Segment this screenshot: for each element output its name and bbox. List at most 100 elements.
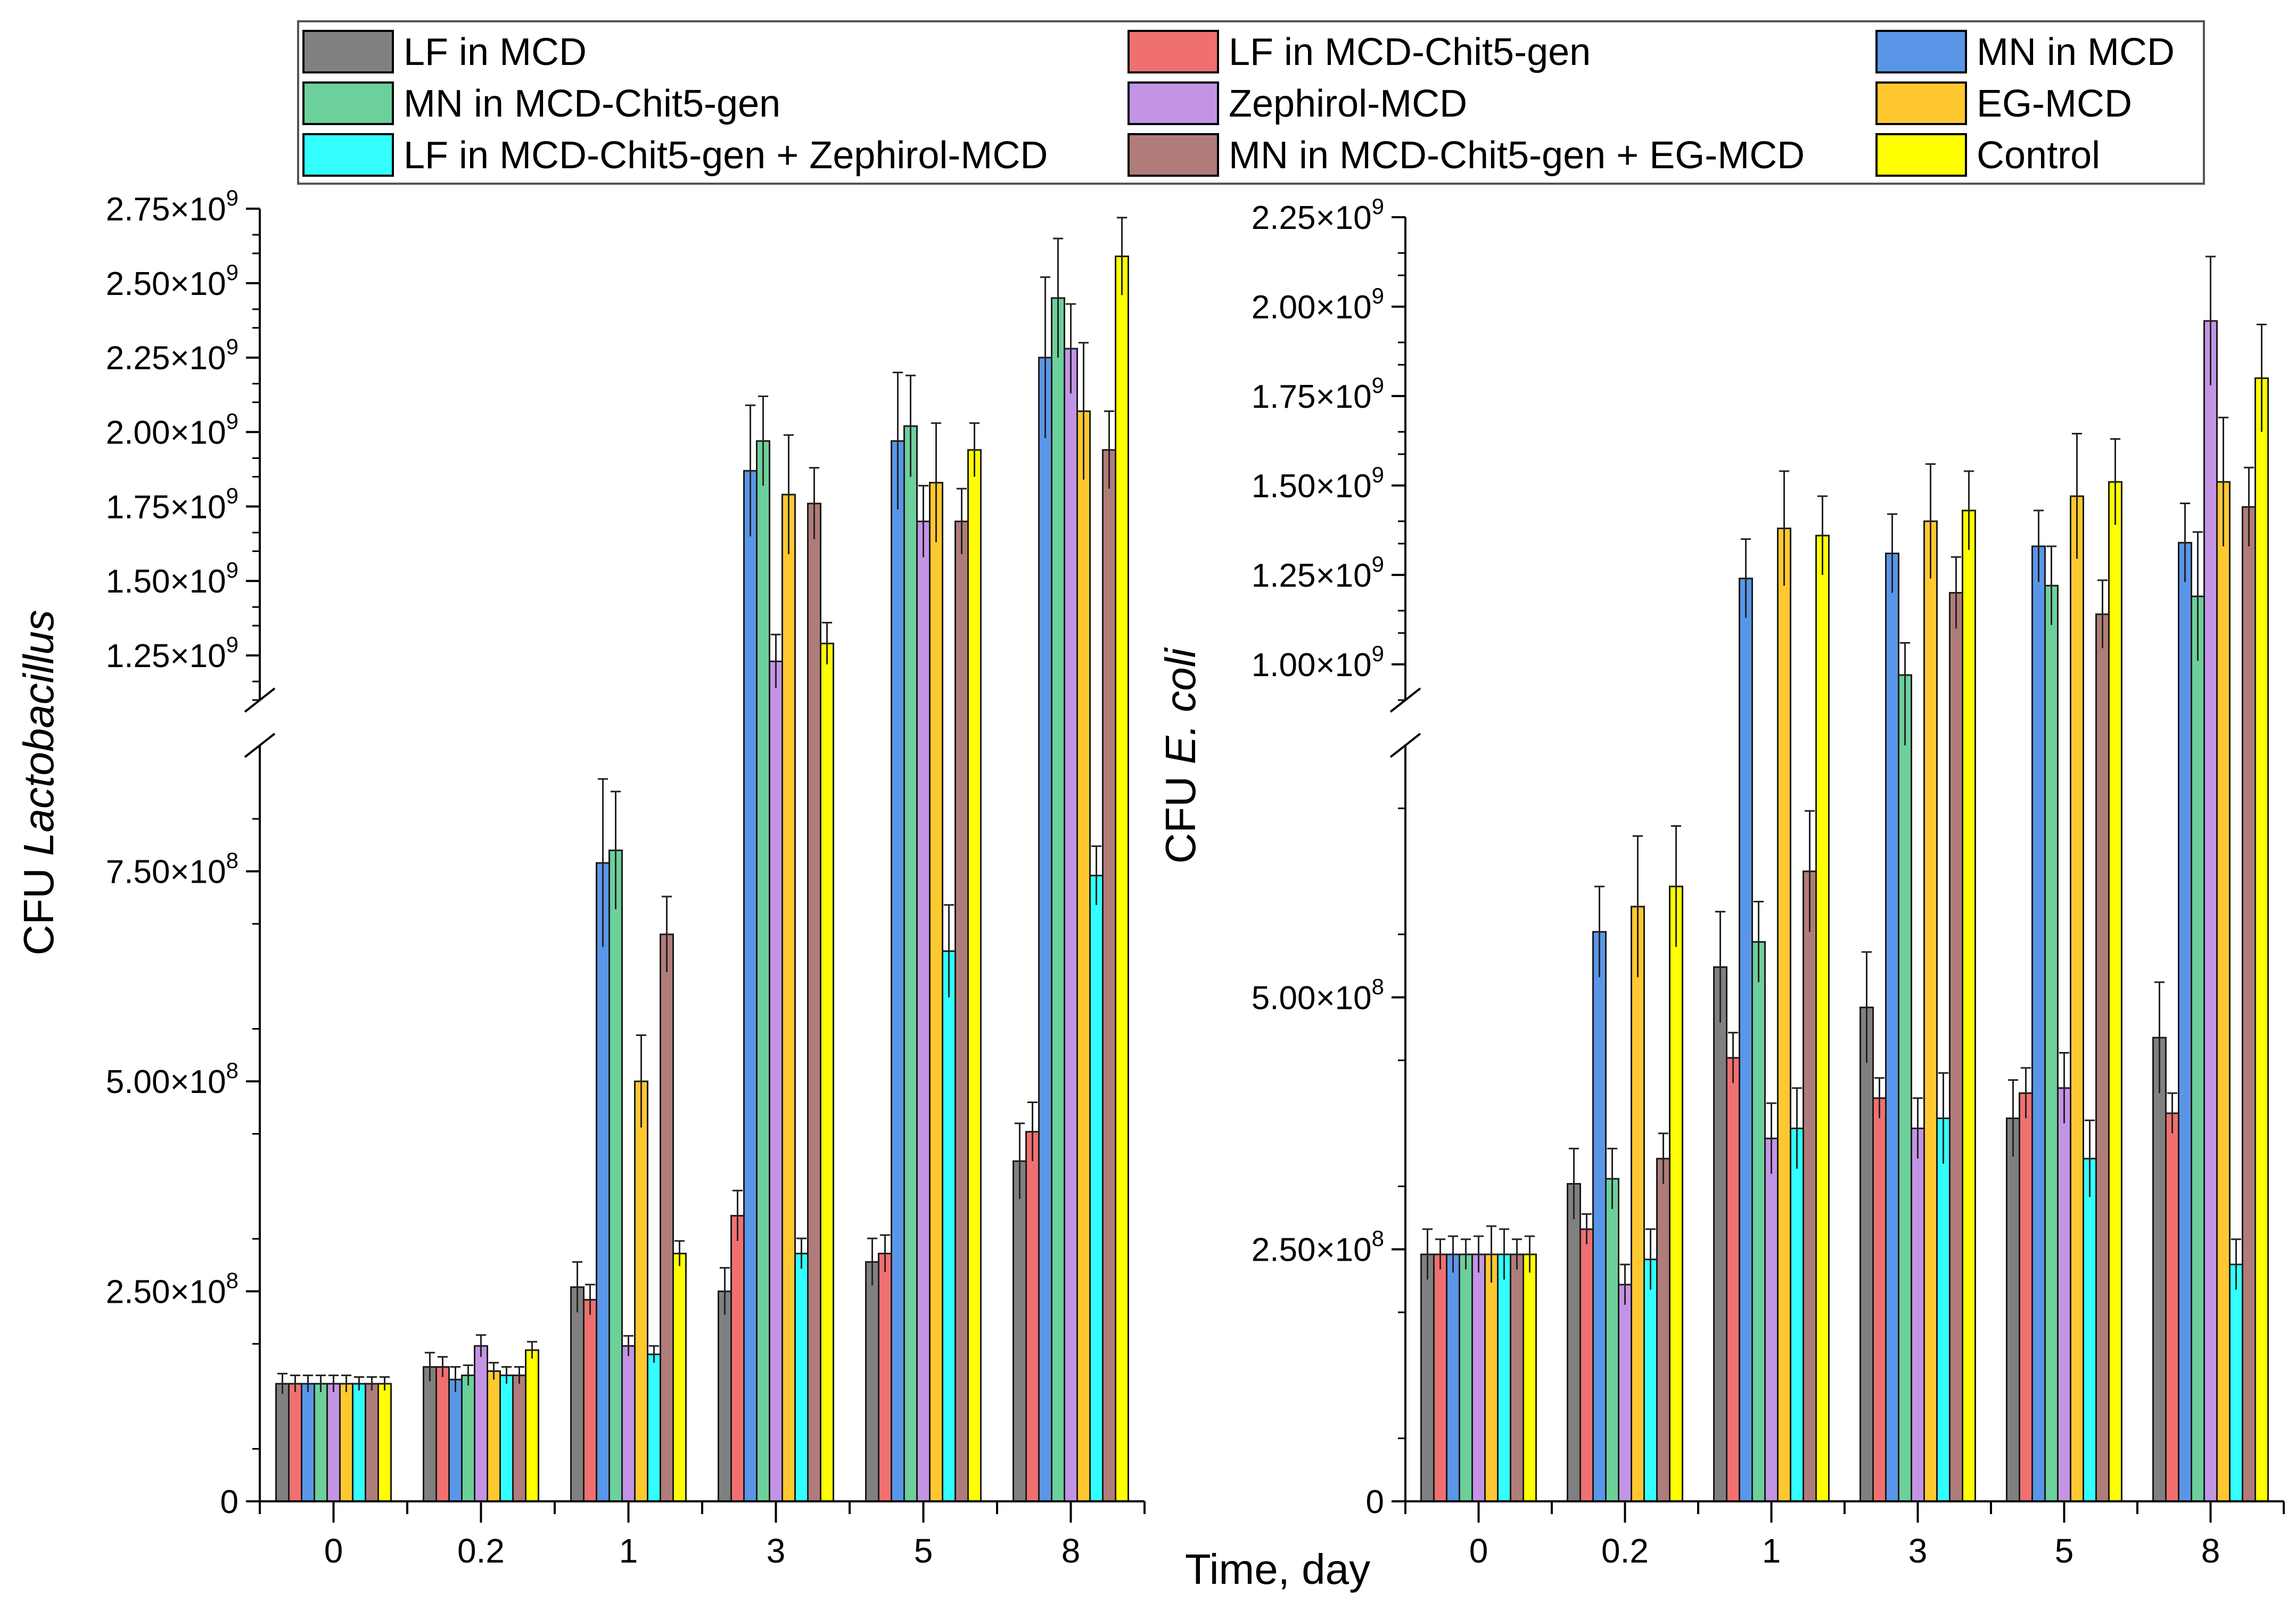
- bar-1-s2-c0: [1446, 1253, 1460, 1502]
- bar-0-s6-c5: [1089, 875, 1104, 1502]
- bar-0-s2-c1: [448, 1378, 463, 1502]
- bar-1-s5-c1: [1631, 906, 1645, 1502]
- bar-1-s0-c1: [1567, 1183, 1581, 1502]
- legend-swatch-0: [302, 30, 394, 73]
- bar-1-s5-c0: [1484, 1253, 1499, 1502]
- bar-0-s4-c2: [621, 1345, 636, 1502]
- bar-0-s5-c1: [487, 1370, 501, 1502]
- y-tick-label-base: 2.50×10: [106, 266, 226, 302]
- legend-label-8: Control: [1977, 134, 2100, 177]
- bar-0-s0-c2: [570, 1286, 585, 1502]
- y-tick-label: 1.00×109: [1252, 641, 1384, 684]
- x-tick-label: 1: [1762, 1532, 1781, 1570]
- y-tick-label-exponent: 9: [226, 632, 238, 657]
- bar-0-s3-c1: [461, 1374, 475, 1502]
- legend-swatch-2: [1875, 30, 1967, 73]
- bar-0-s4-c1: [474, 1345, 488, 1502]
- bar-0-s7-c3: [807, 503, 821, 1502]
- bar-1-s6-c2: [1790, 1127, 1804, 1502]
- y-tick-label-exponent: 9: [1372, 641, 1384, 666]
- y-tick-label: 2.50×108: [106, 1268, 238, 1311]
- y-tick-label-exponent: 9: [1372, 552, 1384, 577]
- y-tick-label-base: 1.25×10: [106, 638, 226, 675]
- y-tick-label-exponent: 9: [226, 409, 238, 434]
- bar-0-s6-c4: [942, 950, 956, 1502]
- bar-0-s7-c4: [954, 520, 969, 1502]
- bar-0-s0-c5: [1013, 1160, 1027, 1502]
- bar-0-s5-c4: [929, 482, 943, 1502]
- y-axis-label: CFU Lactobacillus: [15, 610, 62, 955]
- y-tick-label-exponent: 9: [1372, 283, 1384, 308]
- bar-0-s4-c5: [1064, 348, 1078, 1502]
- y-tick-label-exponent: 9: [226, 260, 238, 285]
- y-tick-label-base: 0: [1366, 1484, 1384, 1520]
- bar-1-s4-c3: [1911, 1127, 1925, 1502]
- y-tick-label: 2.25×109: [1252, 194, 1384, 236]
- x-tick-label: 8: [1061, 1532, 1081, 1570]
- bar-0-s1-c4: [878, 1253, 892, 1502]
- bar-0-s3-c0: [314, 1383, 328, 1502]
- y-tick-label-exponent: 9: [1372, 462, 1384, 487]
- axis-break-mark-lower: [244, 733, 276, 758]
- y-tick-label-base: 2.00×10: [1252, 289, 1372, 326]
- y-tick-label-exponent: 9: [226, 334, 238, 359]
- x-tick-label: 0: [1469, 1532, 1488, 1570]
- y-tick-label: 2.00×109: [106, 409, 238, 451]
- bar-0-s2-c4: [891, 440, 905, 1502]
- legend-label-5: EG-MCD: [1977, 83, 2132, 125]
- bar-1-s0-c5: [2152, 1037, 2167, 1502]
- bar-1-s3-c4: [2044, 585, 2059, 1502]
- bar-1-s8-c3: [1962, 509, 1976, 1502]
- y-axis-label-prefix: CFU: [15, 856, 62, 956]
- bar-1-s5-c2: [1777, 528, 1791, 1502]
- y-tick-label: 2.75×109: [106, 185, 238, 228]
- bar-1-s1-c0: [1433, 1253, 1447, 1502]
- y-tick-label: 1.75×109: [106, 483, 238, 525]
- y-tick-label-exponent: 9: [226, 185, 238, 210]
- y-tick-label-base: 2.50×10: [106, 1274, 226, 1311]
- bar-1-s4-c1: [1618, 1284, 1632, 1502]
- y-tick-label: 1.75×109: [1252, 373, 1384, 415]
- bar-1-s8-c2: [1815, 535, 1830, 1502]
- x-tick-label: 1: [619, 1532, 638, 1570]
- bar-0-s3-c5: [1051, 297, 1065, 1502]
- y-tick-label-base: 1.00×10: [1252, 647, 1372, 684]
- y-tick-label-exponent: 9: [226, 483, 238, 508]
- y-tick-label: 2.00×109: [1252, 283, 1384, 326]
- bar-1-s6-c0: [1497, 1253, 1511, 1502]
- bar-0-s4-c4: [916, 520, 931, 1502]
- legend-label-4: Zephirol-MCD: [1229, 83, 1467, 125]
- bar-1-s4-c2: [1764, 1137, 1779, 1502]
- bar-0-s6-c3: [794, 1253, 809, 1502]
- y-tick-label: 2.50×109: [106, 260, 238, 302]
- bar-1-s4-c0: [1471, 1253, 1486, 1502]
- bar-1-s7-c2: [1803, 870, 1817, 1502]
- bar-1-s1-c2: [1726, 1057, 1740, 1502]
- legend-swatch-4: [1128, 81, 1219, 125]
- y-axis-label: CFU E. coli: [1157, 647, 1204, 864]
- y-tick-label-exponent: 8: [226, 848, 238, 873]
- y-tick-label-base: 2.75×10: [106, 191, 226, 228]
- bar-0-s6-c0: [352, 1383, 366, 1502]
- bar-0-s7-c5: [1102, 449, 1116, 1502]
- x-tick-label: 3: [767, 1532, 786, 1570]
- bar-1-s1-c1: [1579, 1228, 1594, 1502]
- bar-1-s7-c3: [1949, 591, 1963, 1502]
- bar-0-s5-c5: [1076, 410, 1091, 1502]
- y-tick-label: 2.25×109: [106, 334, 238, 377]
- legend-swatch-6: [302, 133, 394, 177]
- bar-0-s2-c3: [743, 470, 758, 1502]
- y-tick-label: 0: [220, 1484, 238, 1520]
- legend-label-0: LF in MCD: [404, 31, 587, 73]
- bar-0-s5-c3: [781, 494, 796, 1502]
- legend-label-3: MN in MCD-Chit5-gen: [404, 83, 780, 125]
- bar-0-s2-c0: [301, 1383, 315, 1502]
- bar-1-s6-c3: [1936, 1117, 1951, 1502]
- bar-1-s7-c0: [1510, 1253, 1524, 1502]
- x-tick-label: 0.2: [457, 1532, 505, 1570]
- y-tick-label-base: 5.00×10: [106, 1064, 226, 1100]
- bar-1-s3-c0: [1459, 1253, 1473, 1502]
- y-axis-label-prefix: CFU: [1157, 765, 1204, 864]
- y-tick-label-base: 1.50×10: [106, 563, 226, 600]
- bar-1-s5-c3: [1923, 520, 1938, 1502]
